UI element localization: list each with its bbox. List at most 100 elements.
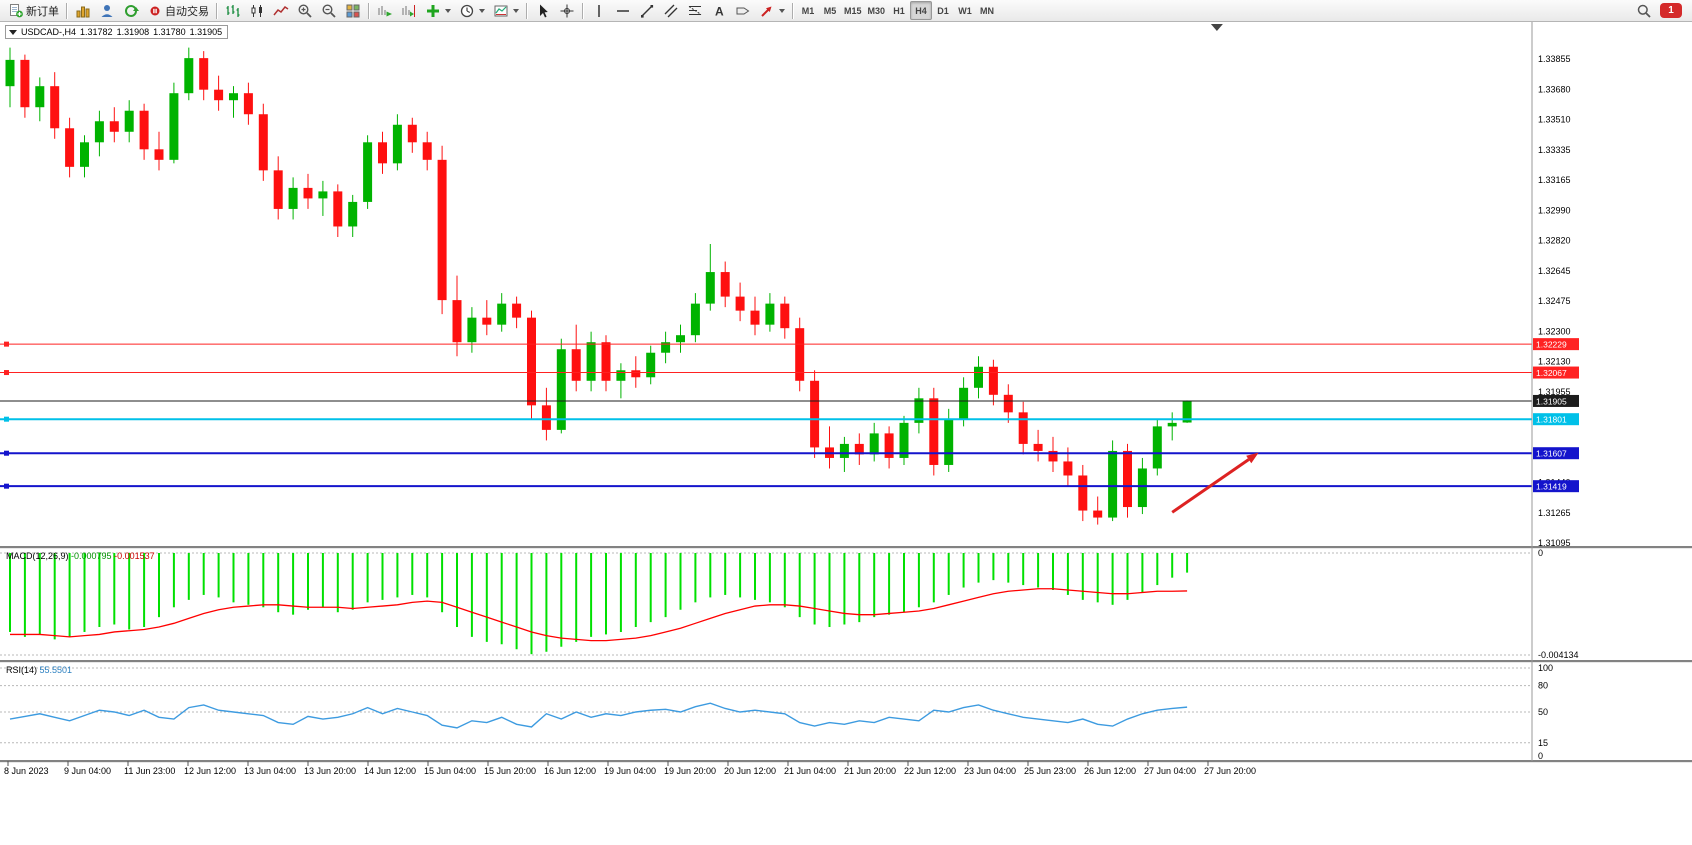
ohlc-bars-chart-button[interactable]	[221, 1, 245, 20]
fibonacci-tool-button[interactable]	[683, 1, 707, 20]
chart-shift-button[interactable]	[397, 1, 421, 20]
candlestick-chart-button[interactable]	[245, 1, 269, 20]
text-tool-button[interactable]: A	[707, 1, 731, 20]
channel-tool-button[interactable]	[659, 1, 683, 20]
hline-handle[interactable]	[4, 450, 9, 456]
date-axis-label: 25 Jun 23:00	[1024, 766, 1076, 776]
timeframe-h1-button[interactable]: H1	[888, 1, 910, 20]
price-axis-label: 1.33335	[1538, 145, 1571, 155]
new-order-icon	[8, 3, 24, 19]
price-axis-label: 1.32645	[1538, 266, 1571, 276]
auto-trading-button[interactable]: 自动交易	[143, 1, 213, 20]
data-window-toggle-icon[interactable]	[9, 29, 17, 35]
separator	[526, 2, 528, 19]
horizontal-line-icon	[615, 3, 631, 19]
fibonacci-icon	[687, 3, 703, 19]
trendline-icon	[639, 3, 655, 19]
charts-button[interactable]	[71, 1, 95, 20]
profile-button[interactable]	[95, 1, 119, 20]
new-order-label: 新订单	[26, 5, 59, 18]
candles-layer[interactable]	[5, 47, 1192, 525]
main-toolbar: 新订单 自动交易	[0, 0, 1692, 22]
price-axis-label: 1.31265	[1538, 508, 1571, 518]
auto-scroll-button[interactable]	[373, 1, 397, 20]
horizontal-line-tool-button[interactable]	[611, 1, 635, 20]
timeframe-d1-button[interactable]: D1	[932, 1, 954, 20]
separator	[66, 2, 68, 19]
search-button[interactable]	[1632, 1, 1656, 20]
refresh-button[interactable]	[119, 1, 143, 20]
price-tag-1.32229: 1.32229	[1533, 338, 1579, 351]
hline-handle[interactable]	[4, 341, 9, 347]
separator	[368, 2, 370, 19]
rsi-level-label: 15	[1538, 738, 1548, 748]
date-axis-label: 20 Jun 12:00	[724, 766, 776, 776]
svg-text:1.31801: 1.31801	[1536, 415, 1567, 425]
chart-area[interactable]: 1.33855 1.33680 1.33510 1.33335 1.33165 1.329…	[0, 22, 1692, 845]
tile-windows-icon	[345, 3, 361, 19]
macd-axis-label: 0	[1538, 548, 1543, 558]
trendline-tool-button[interactable]	[635, 1, 659, 20]
zoom-in-button[interactable]	[293, 1, 317, 20]
timeframe-m15-button[interactable]: M15	[841, 1, 865, 20]
auto-trading-icon	[147, 3, 163, 19]
crosshair-button[interactable]	[555, 1, 579, 20]
date-axis-label: 19 Jun 20:00	[664, 766, 716, 776]
price-axis-label: 1.33855	[1538, 54, 1571, 64]
arrow-annotation[interactable]	[1171, 452, 1259, 514]
candlestick-icon	[249, 3, 265, 19]
chart-high-value: 1.31908	[116, 27, 150, 37]
date-axis-label: 11 Jun 23:00	[124, 766, 175, 776]
hline-handle[interactable]	[4, 370, 9, 376]
zoom-out-button[interactable]	[317, 1, 341, 20]
line-chart-button[interactable]	[269, 1, 293, 20]
price-axis-label: 1.31955	[1538, 387, 1571, 397]
cursor-button[interactable]	[531, 1, 555, 20]
date-axis-label: 26 Jun 12:00	[1084, 766, 1136, 776]
timeframe-m5-button[interactable]: M5	[819, 1, 841, 20]
separator	[792, 2, 794, 19]
price-tag-1.31607: 1.31607	[1533, 447, 1579, 460]
arrows-tool-button[interactable]	[755, 1, 789, 20]
price-axis-label: 1.32820	[1538, 235, 1571, 245]
date-axis-label: 27 Jun 20:00	[1204, 766, 1256, 776]
price-tag-1.31801: 1.31801	[1533, 413, 1579, 426]
chevron-down-icon	[479, 8, 485, 13]
price-tag-1.31905: 1.31905	[1533, 394, 1579, 407]
price-tag-1.32067: 1.32067	[1533, 366, 1579, 379]
date-axis-label: 21 Jun 20:00	[844, 766, 896, 776]
periods-button[interactable]	[455, 1, 489, 20]
chart-open-value: 1.31782	[80, 27, 113, 37]
macd-axis-label: -0.004134	[1538, 650, 1579, 660]
timeframe-m1-button[interactable]: M1	[797, 1, 819, 20]
chevron-down-icon	[779, 8, 785, 13]
hline-handle[interactable]	[4, 483, 9, 489]
price-axis-label: 1.32300	[1538, 327, 1571, 337]
arrow-icon	[759, 3, 775, 19]
new-order-button[interactable]: 新订单	[4, 1, 63, 20]
timeframe-h4-button[interactable]: H4	[910, 1, 933, 20]
indicators-button[interactable]	[421, 1, 455, 20]
hline-handle[interactable]	[4, 416, 9, 422]
vertical-line-tool-button[interactable]	[587, 1, 611, 20]
rsi-level-label: 80	[1538, 681, 1548, 691]
date-axis-label: 14 Jun 12:00	[364, 766, 416, 776]
auto-scroll-icon	[377, 3, 393, 19]
date-axis-label: 16 Jun 12:00	[544, 766, 596, 776]
templates-button[interactable]	[489, 1, 523, 20]
price-axis-label: 1.33510	[1538, 114, 1571, 124]
rsi-level-label: 50	[1538, 707, 1548, 717]
tile-windows-button[interactable]	[341, 1, 365, 20]
date-axis-label: 27 Jun 04:00	[1144, 766, 1196, 776]
chart-close-value: 1.31905	[189, 27, 223, 37]
template-icon	[493, 3, 509, 19]
svg-text:1.31419: 1.31419	[1536, 482, 1567, 492]
chart-shift-marker[interactable]	[1210, 24, 1223, 31]
timeframe-w1-button[interactable]: W1	[954, 1, 976, 20]
label-tool-button[interactable]	[731, 1, 755, 20]
timeframe-m30-button[interactable]: M30	[865, 1, 889, 20]
date-axis-label: 21 Jun 04:00	[784, 766, 836, 776]
notification-badge[interactable]: 1	[1660, 3, 1682, 18]
timeframe-mn-button[interactable]: MN	[976, 1, 998, 20]
clock-icon	[459, 3, 475, 19]
